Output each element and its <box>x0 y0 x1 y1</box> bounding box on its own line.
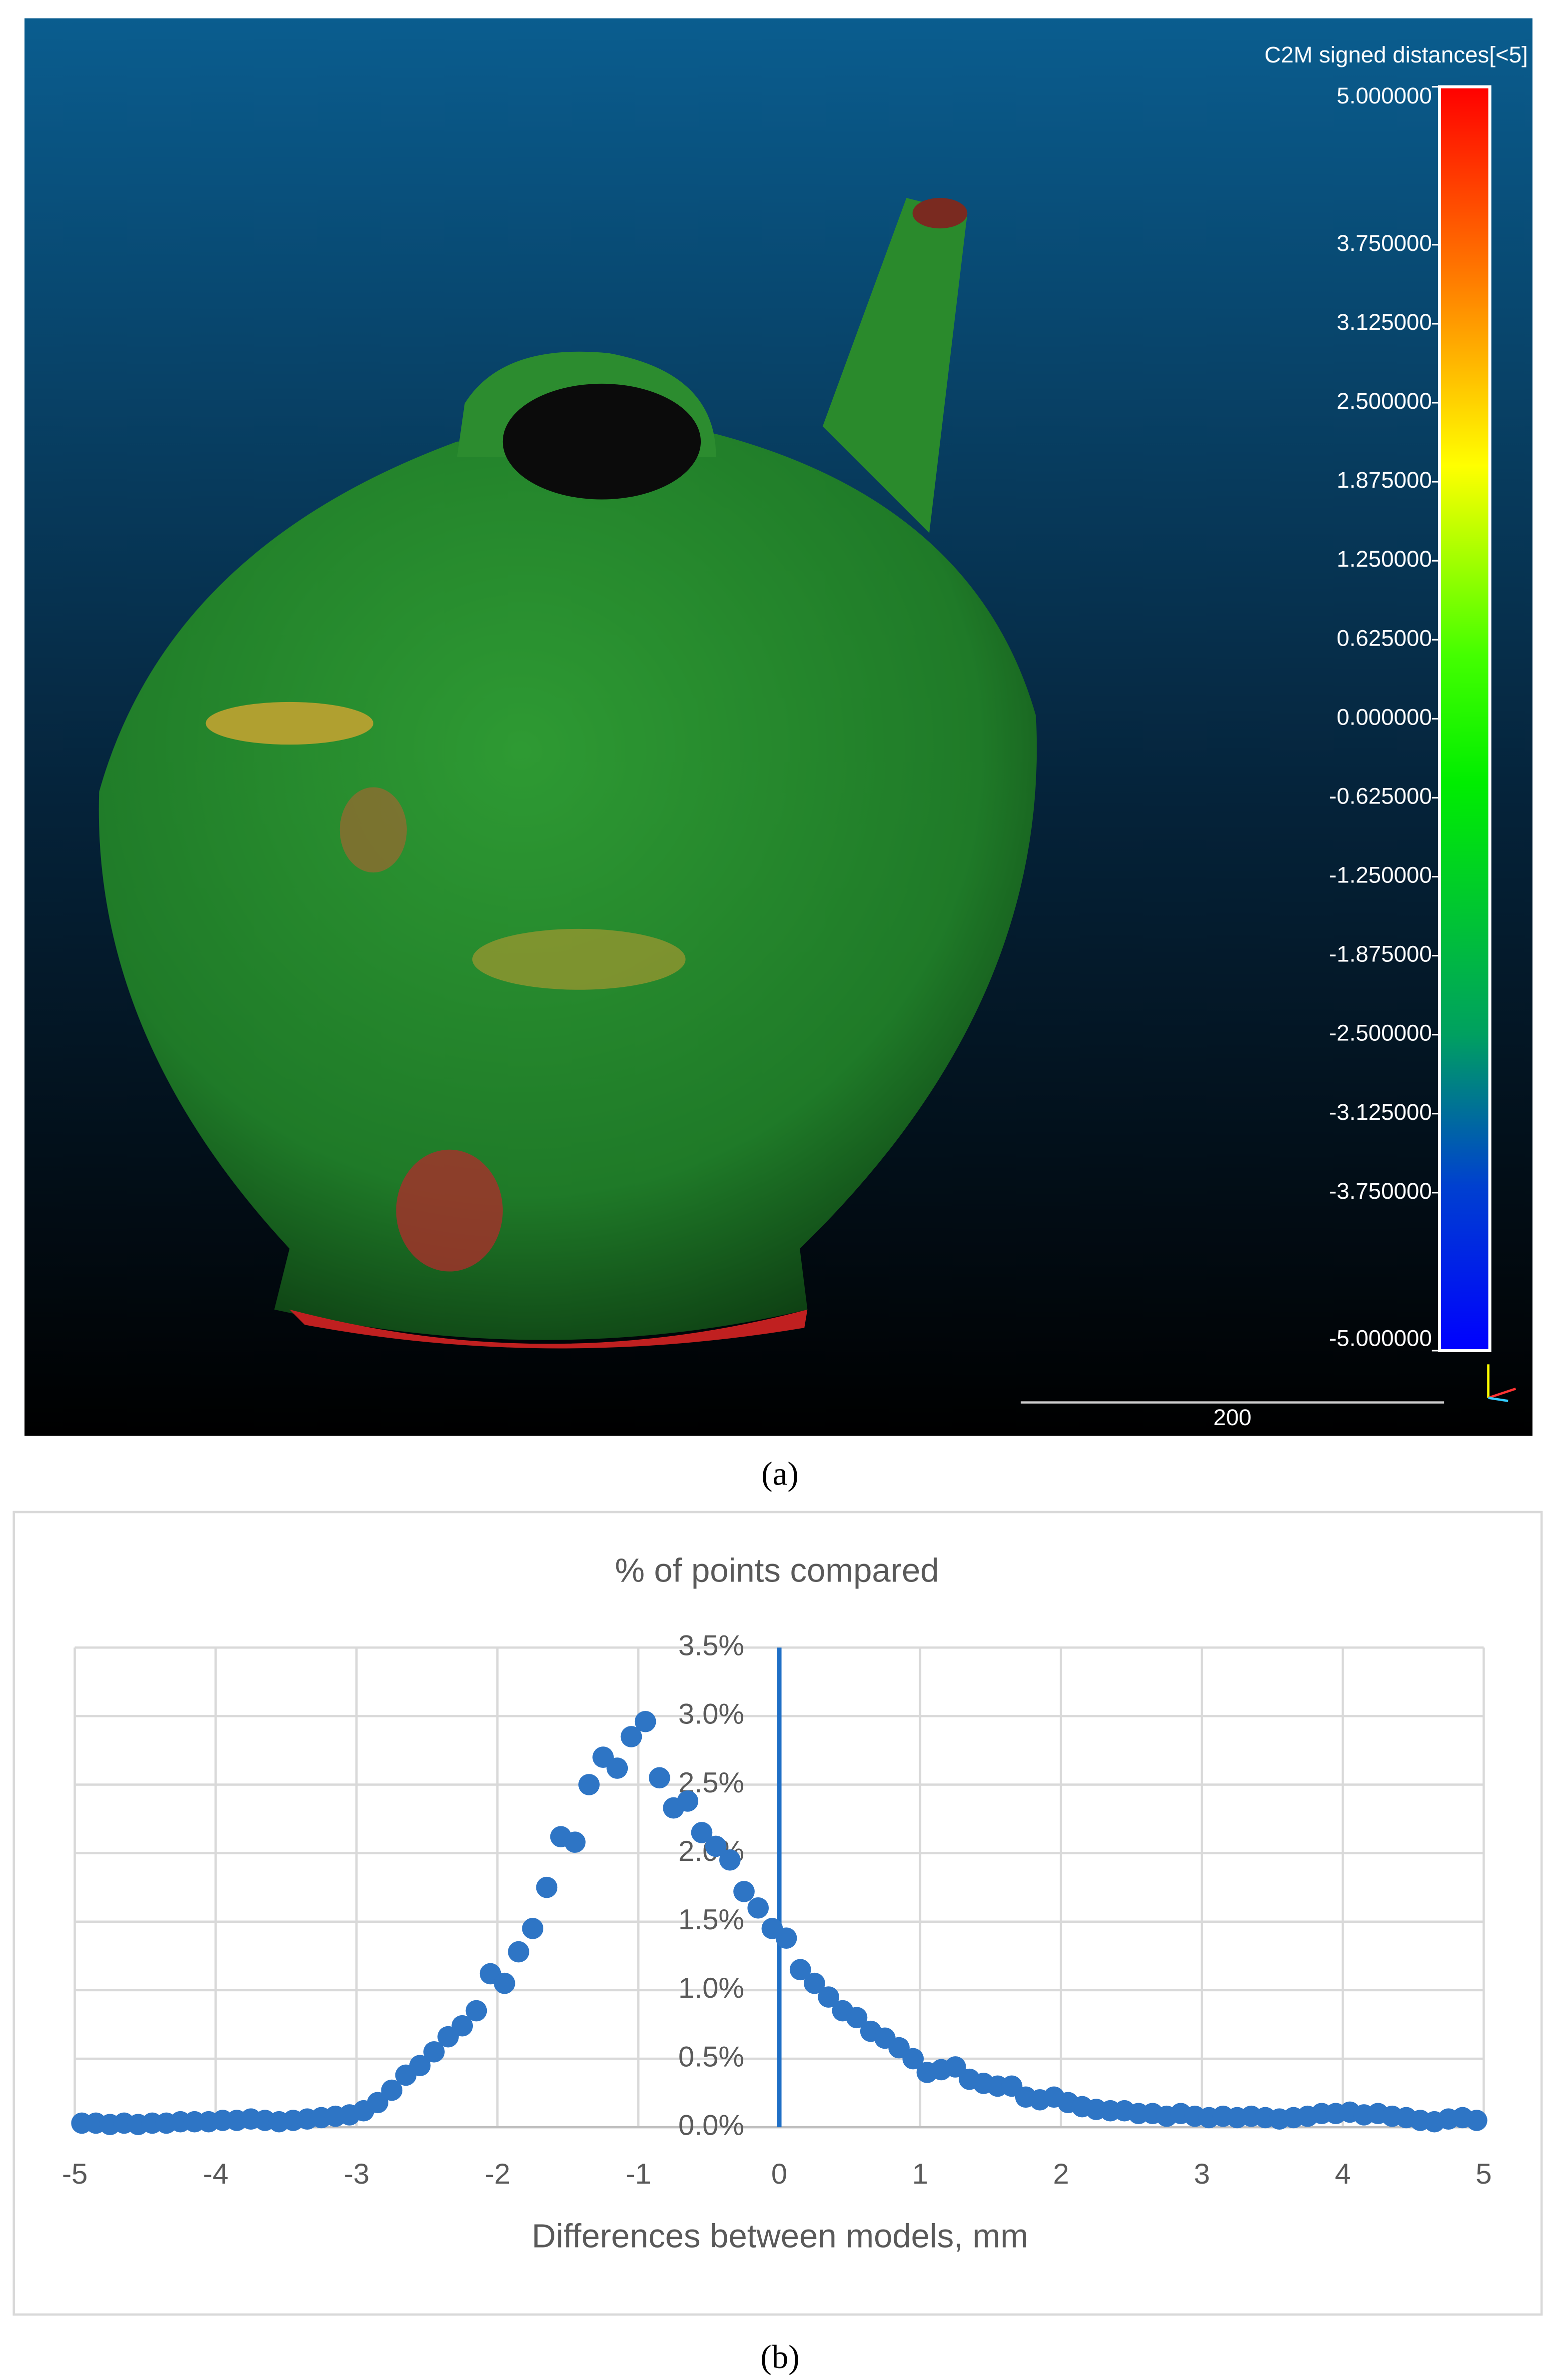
y-tick-label: 3.5% <box>678 1630 744 1662</box>
x-tick-label: 5 <box>1476 2158 1492 2190</box>
x-tick-label: 1 <box>912 2158 928 2190</box>
colorbar-tick-label: 0.625000 <box>1337 625 1432 651</box>
x-tick-label: -3 <box>344 2158 369 2190</box>
point <box>367 2092 388 2114</box>
point <box>522 1918 544 1939</box>
colorbar-tick-label: 3.125000 <box>1337 309 1432 335</box>
point <box>423 2041 445 2063</box>
colorbar-tick-label: -1.875000 <box>1329 941 1432 967</box>
panel-label: (b) <box>760 2338 799 2376</box>
point <box>634 1710 656 1732</box>
x-tick-label: 3 <box>1194 2158 1210 2190</box>
panel-label: (a) <box>761 1455 798 1492</box>
point <box>677 1790 699 1812</box>
y-tick-label: 1.5% <box>678 1904 744 1936</box>
point <box>902 2048 924 2070</box>
colorbar-tick-label: -0.625000 <box>1329 784 1432 809</box>
y-tick-label: 0.5% <box>678 2041 744 2073</box>
y-tick-label: 3.0% <box>678 1698 744 1730</box>
point <box>606 1757 628 1779</box>
colorbar-tick-label: 0.000000 <box>1337 704 1432 730</box>
colorbar-tick-label: -3.750000 <box>1329 1178 1432 1204</box>
point <box>789 1959 811 1981</box>
colorbar-tick-label: 5.000000 <box>1337 83 1432 108</box>
x-tick-label: -1 <box>625 2158 651 2190</box>
point <box>536 1876 558 1898</box>
point <box>508 1941 529 1963</box>
colorbar-title: C2M signed distances[<5] <box>1265 42 1528 67</box>
point <box>818 1986 839 2008</box>
x-tick-label: 0 <box>771 2158 787 2190</box>
colorbar <box>1438 85 1492 1353</box>
colorbar-tick-label: 1.875000 <box>1337 467 1432 493</box>
point <box>465 2000 487 2022</box>
x-axis-label: Differences between models, mm <box>532 2217 1029 2255</box>
point <box>719 1849 741 1871</box>
y-tick-label: 0.0% <box>678 2109 744 2141</box>
point <box>733 1881 755 1902</box>
x-tick-label: -4 <box>203 2158 228 2190</box>
point <box>747 1897 769 1919</box>
point <box>944 2056 966 2078</box>
chart-title: % of points compared <box>615 1552 939 1589</box>
colorbar-tick-label: 1.250000 <box>1337 546 1432 572</box>
colorbar-tick-label: -5.000000 <box>1329 1326 1432 1351</box>
point <box>775 1927 797 1949</box>
point <box>620 1726 642 1747</box>
x-tick-label: -5 <box>62 2158 87 2190</box>
y-tick-label: 1.0% <box>678 1972 744 2004</box>
point <box>705 1835 727 1857</box>
pot-render <box>98 198 1037 1349</box>
colorbar-tick-label: -1.250000 <box>1329 862 1432 888</box>
x-tick-label: -2 <box>484 2158 510 2190</box>
x-tick-label: 4 <box>1335 2158 1351 2190</box>
plot: -5-4-3-2-10123450.0%0.5%1.0%1.5%2.0%2.5%… <box>62 1630 1492 2190</box>
point <box>564 1831 586 1853</box>
colorbar-tick-label: 3.750000 <box>1337 230 1432 256</box>
colorbar-tick-label: -3.125000 <box>1329 1099 1432 1125</box>
scale-bar-label: 200 <box>1213 1405 1251 1430</box>
point <box>691 1822 713 1843</box>
point <box>846 2007 868 2029</box>
x-tick-label: 2 <box>1053 2158 1069 2190</box>
point <box>804 1972 825 1994</box>
colorbar-tick-label: -2.500000 <box>1329 1020 1432 1046</box>
axis-gizmo <box>1487 1364 1517 1402</box>
point <box>649 1767 670 1789</box>
point <box>1466 2110 1488 2131</box>
point <box>578 1774 600 1795</box>
point <box>493 1972 515 1994</box>
colorbar-tick-label: 2.500000 <box>1337 388 1432 414</box>
point <box>381 2079 403 2101</box>
point <box>451 2015 473 2037</box>
point <box>409 2055 431 2077</box>
